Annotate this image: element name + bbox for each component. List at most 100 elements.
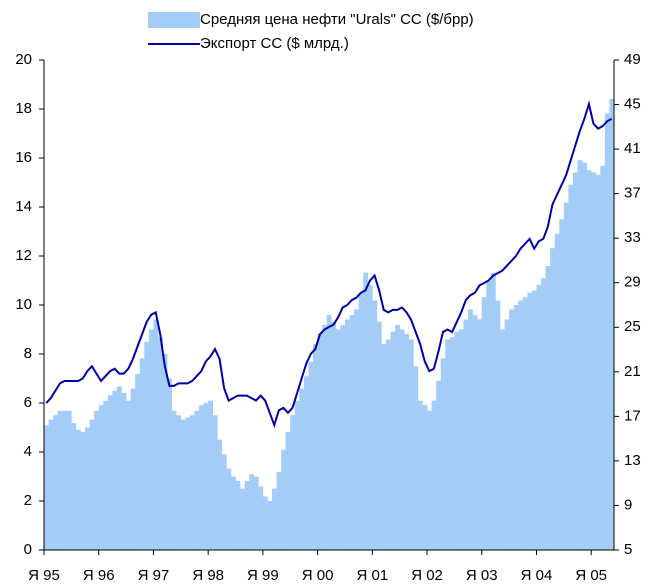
- legend-label: Экспорт СС ($ млрд.): [200, 35, 349, 52]
- bar: [276, 472, 282, 550]
- bar: [509, 309, 514, 550]
- bar: [481, 297, 487, 550]
- bar: [71, 423, 77, 550]
- bar: [390, 331, 396, 550]
- bar: [591, 172, 597, 550]
- bar: [582, 162, 587, 551]
- x-tick-label: Я 05: [575, 567, 607, 584]
- bar: [208, 400, 214, 550]
- bar: [66, 410, 72, 550]
- bar: [176, 415, 182, 550]
- bar: [153, 319, 159, 550]
- bar: [381, 343, 387, 550]
- bar: [285, 431, 291, 550]
- bar: [454, 331, 460, 550]
- bar: [568, 184, 574, 550]
- bar: [431, 400, 437, 550]
- bar: [203, 403, 209, 550]
- y2-tick-label: 45: [624, 96, 641, 113]
- y2-tick-label: 17: [624, 407, 641, 424]
- bar: [308, 361, 314, 550]
- bar: [417, 400, 423, 550]
- bar: [490, 272, 496, 550]
- x-tick-label: Я 01: [356, 567, 388, 584]
- bar: [344, 319, 350, 550]
- bar: [281, 449, 286, 550]
- line: [45, 100, 613, 429]
- bar: [98, 405, 104, 550]
- bar: [536, 284, 542, 550]
- bar: [335, 329, 341, 550]
- bar: [262, 496, 268, 550]
- y2-tick-label: 37: [624, 185, 641, 202]
- bar: [267, 501, 273, 550]
- y-tick-label: 20: [15, 51, 32, 68]
- bar: [358, 292, 364, 550]
- bar: [572, 172, 578, 550]
- y-tick-label: 10: [15, 296, 32, 313]
- x-tick-label: Я 97: [138, 567, 170, 584]
- bar: [541, 278, 546, 550]
- y-tick-label: 6: [24, 394, 32, 411]
- bar: [477, 319, 483, 550]
- bar: [317, 333, 323, 550]
- bar: [413, 366, 419, 550]
- bar: [472, 315, 478, 550]
- bar: [322, 325, 328, 550]
- y2-tick-label: 25: [624, 318, 641, 335]
- bar: [513, 305, 519, 550]
- bar: [427, 410, 432, 550]
- bar: [230, 476, 236, 550]
- bar: [331, 321, 337, 550]
- bar: [408, 339, 414, 550]
- bar: [449, 337, 455, 550]
- bar: [116, 386, 122, 550]
- bar: [171, 410, 177, 550]
- bar: [185, 417, 191, 550]
- bar: [326, 315, 332, 550]
- bar: [554, 233, 560, 550]
- bar: [139, 358, 145, 550]
- bar: [244, 480, 250, 550]
- bar: [313, 343, 318, 550]
- bar: [167, 378, 172, 550]
- bar: [376, 321, 382, 550]
- bar: [458, 329, 464, 550]
- bar: [559, 219, 565, 550]
- y2-tick-label: 5: [624, 541, 632, 558]
- x-tick-label: Я 95: [28, 567, 60, 584]
- bar: [148, 329, 154, 550]
- bar: [121, 392, 127, 550]
- bar: [340, 325, 346, 550]
- bar: [604, 113, 610, 551]
- bar: [48, 419, 54, 550]
- bar: [486, 280, 492, 550]
- bar: [463, 319, 469, 550]
- y2-tick-label: 13: [624, 452, 641, 469]
- bar: [299, 388, 305, 550]
- bar: [89, 419, 95, 550]
- legend-swatch: [148, 12, 200, 28]
- bar: [112, 390, 118, 550]
- bar: [545, 266, 551, 550]
- bar: [468, 309, 473, 550]
- x-tick-label: Я 02: [411, 567, 443, 584]
- bar: [226, 468, 232, 550]
- bar: [367, 284, 373, 550]
- bar: [518, 300, 524, 550]
- y-tick-label: 14: [15, 198, 32, 215]
- bar: [107, 395, 113, 550]
- bar: [522, 297, 528, 550]
- x-tick-label: Я 03: [466, 567, 498, 584]
- bar: [395, 325, 400, 550]
- y-tick-label: 18: [15, 100, 32, 117]
- bar: [354, 309, 359, 550]
- bar: [303, 376, 309, 550]
- y2-tick-label: 29: [624, 274, 641, 291]
- y-tick-label: 16: [15, 149, 32, 166]
- bar: [349, 315, 355, 550]
- bar: [75, 429, 81, 550]
- bar: [85, 427, 90, 550]
- legend-label: Средняя цена нефти "Urals" СС ($/брр): [200, 11, 474, 28]
